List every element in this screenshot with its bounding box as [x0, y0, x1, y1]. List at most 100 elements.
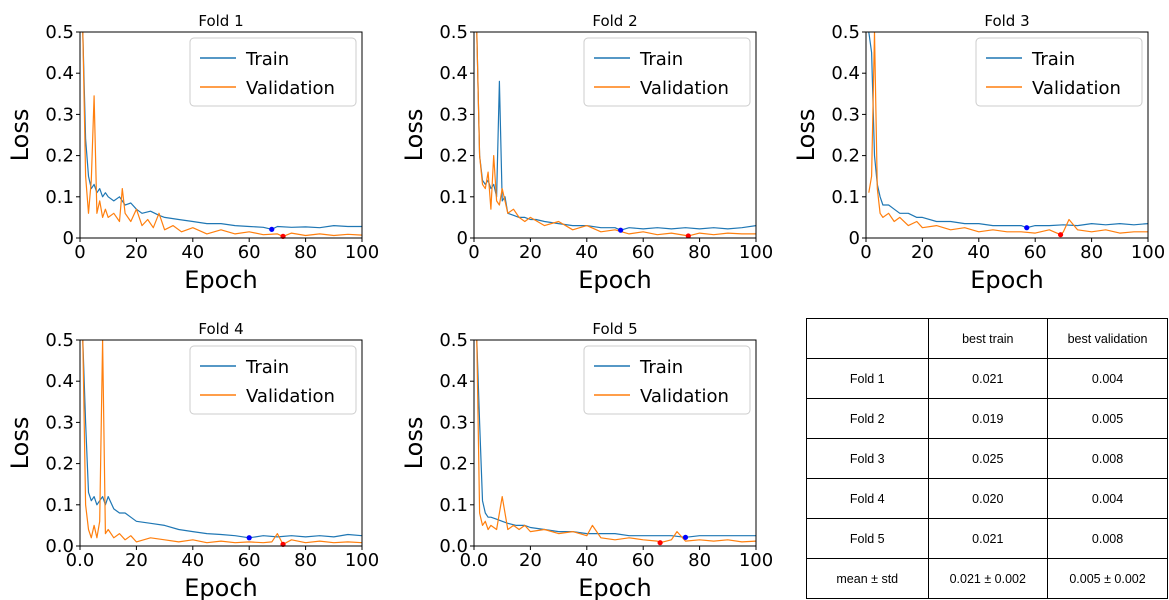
x-tick-label: 40 — [575, 550, 598, 571]
x-tick-label: 40 — [181, 550, 204, 571]
x-tick-label: 80 — [294, 242, 317, 263]
y-axis-label: Loss — [6, 109, 34, 162]
y-tick-label: 0.1 — [45, 187, 74, 208]
best-marker-train — [618, 227, 624, 233]
y-tick-label: 0.4 — [831, 63, 860, 84]
table-cell: 0.005 ± 0.002 — [1047, 558, 1168, 599]
y-tick-label: 0.3 — [831, 104, 860, 125]
table-cell: 0.004 — [1047, 478, 1168, 519]
x-tick-label: 20 — [519, 242, 542, 263]
x-tick-label: 80 — [1080, 242, 1103, 263]
plot-frame — [79, 339, 363, 547]
x-axis-label: Epoch — [578, 266, 652, 294]
x-tick-label: 0.0 — [66, 550, 95, 571]
chart-title: Fold 2 — [592, 12, 637, 30]
series-line-validation — [82, 340, 362, 546]
legend-label-validation: Validation — [1032, 78, 1121, 99]
y-tick-label: 0.4 — [45, 371, 74, 392]
x-tick-label: 20 — [125, 242, 148, 263]
table-row: Fold 3 0.025 0.008 — [806, 438, 1168, 479]
x-axis-label: Epoch — [184, 574, 258, 600]
best-marker-train — [682, 534, 689, 540]
table-cell: 0.019 — [927, 398, 1049, 439]
y-tick-label: 0.1 — [439, 187, 468, 208]
y-tick-label: 0.1 — [45, 495, 74, 516]
legend-label-train: Train — [639, 49, 683, 70]
y-tick-label: 0.5 — [439, 22, 468, 43]
chart-panel: 0.0 20 40 60 80 100 0.0 0.1 0.2 0.3 0.4 0.5 Fold 4 Ep… — [6, 320, 379, 600]
plot-frame — [473, 31, 757, 239]
y-tick-label: 0.2 — [45, 146, 74, 167]
legend-box — [189, 37, 357, 107]
chart-panel: 0 20 40 60 80 100 0 0.1 0.2 0.3 0.4 0.5 Fold 2 Epoch L… — [400, 12, 773, 294]
x-axis-label: Epoch — [970, 266, 1044, 294]
x-tick-label: 100 — [345, 550, 379, 571]
legend-label-train: Train — [639, 357, 683, 378]
y-axis-label: Loss — [400, 109, 428, 162]
table-cell: Fold 5 — [806, 518, 929, 559]
y-tick-label: 0.2 — [439, 146, 468, 167]
series-line-validation — [868, 32, 1148, 236]
y-tick-label: 0.5 — [45, 330, 74, 351]
y-tick-label: 0.2 — [45, 454, 74, 475]
y-tick-label: 0.1 — [439, 495, 468, 516]
x-tick-label: 0 — [860, 242, 871, 263]
table-cell: 0.021 — [927, 518, 1049, 559]
best-marker-train — [1024, 225, 1030, 231]
x-tick-label: 40 — [967, 242, 990, 263]
table-row: Fold 5 0.021 0.008 — [806, 518, 1168, 559]
y-tick-label: 0 — [849, 228, 860, 249]
y-tick-label: 0 — [63, 228, 74, 249]
y-tick-label: 0.4 — [439, 371, 468, 392]
y-tick-label: 0.5 — [45, 22, 74, 43]
y-tick-label: 0.5 — [831, 22, 860, 43]
chart-title: Fold 5 — [592, 320, 637, 338]
table-cell: 0.008 — [1047, 438, 1168, 479]
best-marker-train — [269, 226, 275, 232]
x-tick-label: 80 — [688, 550, 711, 571]
y-tick-label: 0.3 — [45, 412, 74, 433]
chart-panel: 0.0 20 40 60 80 100 0.0 0.1 0.2 0.3 0.4 0.5 Fold 5 Ep… — [400, 320, 773, 600]
best-marker-validation — [1057, 232, 1064, 238]
y-axis-label: Loss — [792, 109, 820, 162]
legend-label-train: Train — [245, 49, 289, 70]
series-line-train — [82, 340, 362, 539]
x-tick-label: 100 — [739, 550, 773, 571]
x-tick-label: 60 — [238, 242, 261, 263]
series-line-train — [868, 32, 1148, 229]
x-tick-label: 40 — [575, 242, 598, 263]
table-cell: 0.005 — [1047, 398, 1168, 439]
x-axis-label: Epoch — [578, 574, 652, 600]
chart-panel: 0 20 40 60 80 100 0 0.1 0.2 0.3 0.4 0.5 Fold 1 Epoch L… — [6, 12, 379, 294]
chart-panel: 0 20 40 60 80 100 0 0.1 0.2 0.3 0.4 0.5 Fold 3 Epoch L… — [792, 12, 1165, 294]
x-axis-label: Epoch — [184, 266, 258, 294]
legend-label-validation: Validation — [246, 386, 335, 407]
y-tick-label: 0.2 — [831, 146, 860, 167]
legend-label-train: Train — [1031, 49, 1075, 70]
y-axis-label: Loss — [6, 417, 34, 470]
x-tick-label: 80 — [294, 550, 317, 571]
table-cell: 0.025 — [927, 438, 1049, 479]
x-tick-label: 100 — [345, 242, 379, 263]
y-axis-label: Loss — [400, 417, 428, 470]
table-header-best-train: best train — [927, 318, 1049, 359]
y-tick-label: 0.3 — [439, 412, 468, 433]
x-tick-label: 20 — [125, 550, 148, 571]
y-tick-label: 0.0 — [439, 536, 468, 557]
x-tick-label: 40 — [181, 242, 204, 263]
table-row: Fold 4 0.020 0.004 — [806, 478, 1168, 519]
y-tick-label: 0 — [457, 228, 468, 249]
x-tick-label: 0 — [468, 242, 479, 263]
x-tick-label: 20 — [519, 550, 542, 571]
plot-frame — [473, 339, 757, 547]
x-tick-label: 0.0 — [460, 550, 489, 571]
table-cell: 0.021 ± 0.002 — [927, 558, 1049, 599]
table-cell: 0.008 — [1047, 518, 1168, 559]
x-tick-label: 100 — [1131, 242, 1165, 263]
y-tick-label: 0.4 — [45, 63, 74, 84]
y-tick-label: 0.5 — [439, 330, 468, 351]
plot-frame — [79, 31, 363, 239]
best-marker-train — [246, 535, 252, 541]
table-row: Fold 2 0.019 0.005 — [806, 398, 1168, 439]
table-cell: 0.004 — [1047, 358, 1168, 399]
